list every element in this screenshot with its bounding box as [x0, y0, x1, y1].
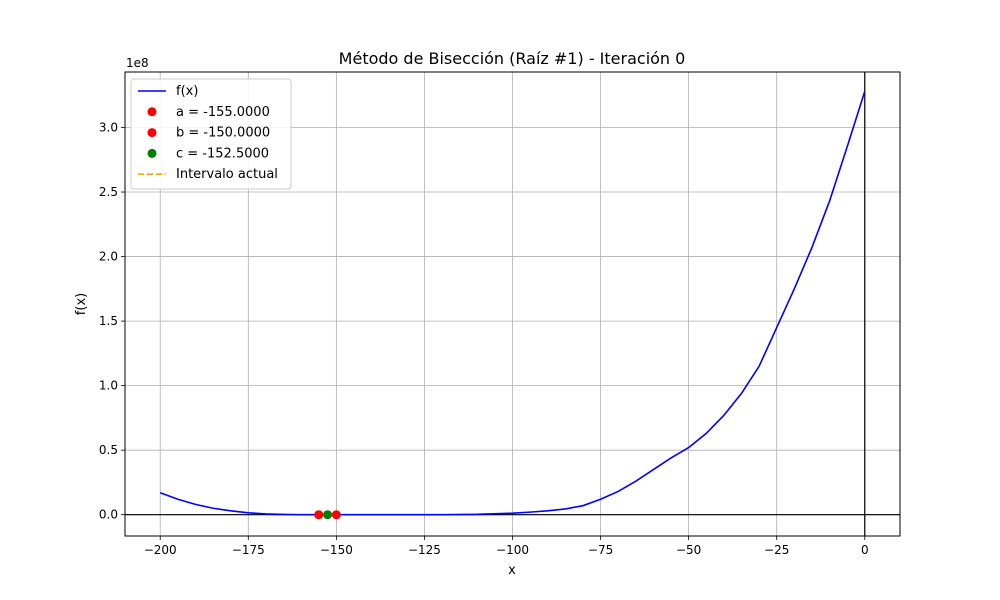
series-layer [159, 91, 866, 520]
point-marker-a [314, 510, 324, 520]
x-tick-label: 0 [861, 543, 869, 557]
series-line-fx [159, 91, 866, 516]
x-tick-label: −150 [320, 543, 353, 557]
x-axis-ticks: −200 −175 −150 −125 −100 −75 −50 −25 0 [144, 536, 869, 557]
legend-swatch-point [147, 107, 157, 117]
legend-swatch-point [147, 148, 157, 158]
legend-label: c = -152.5000 [176, 146, 269, 161]
y-scale-label: 1e8 [126, 56, 149, 70]
legend-label: Intervalo actual [176, 167, 278, 182]
y-tick-label: 2.0 [99, 250, 118, 264]
y-tick-label: 0.0 [99, 508, 118, 522]
x-tick-label: −175 [232, 543, 265, 557]
y-axis-ticks: 0.0 0.5 1.0 1.5 2.0 2.5 3.0 [99, 120, 125, 522]
y-tick-label: 0.5 [99, 443, 118, 457]
y-tick-label: 1.5 [99, 314, 118, 328]
y-tick-label: 1.0 [99, 379, 118, 393]
reference-lines [125, 72, 900, 536]
legend-label: a = -155.0000 [176, 105, 270, 120]
x-tick-label: −100 [496, 543, 529, 557]
y-axis-label: f(x) [74, 293, 89, 315]
y-tick-label: 2.5 [99, 185, 118, 199]
legend-box [130, 78, 292, 190]
x-tick-label: −125 [408, 543, 441, 557]
legend-label: b = -150.0000 [176, 126, 270, 141]
chart-title: Método de Bisección (Raíz #1) - Iteració… [339, 49, 686, 68]
legend: f(x) a = -155.0000 b = -150.0000 c = -152.5… [130, 78, 292, 190]
point-marker-c [323, 510, 333, 520]
y-tick-label: 3.0 [99, 120, 118, 134]
legend-swatch-point [147, 128, 157, 138]
point-marker-b [331, 510, 341, 520]
x-axis-label: x [508, 563, 516, 578]
x-tick-label: −200 [144, 543, 177, 557]
x-tick-label: −25 [764, 543, 789, 557]
x-tick-label: −50 [676, 543, 701, 557]
x-tick-label: −75 [588, 543, 613, 557]
legend-label: f(x) [176, 84, 198, 99]
